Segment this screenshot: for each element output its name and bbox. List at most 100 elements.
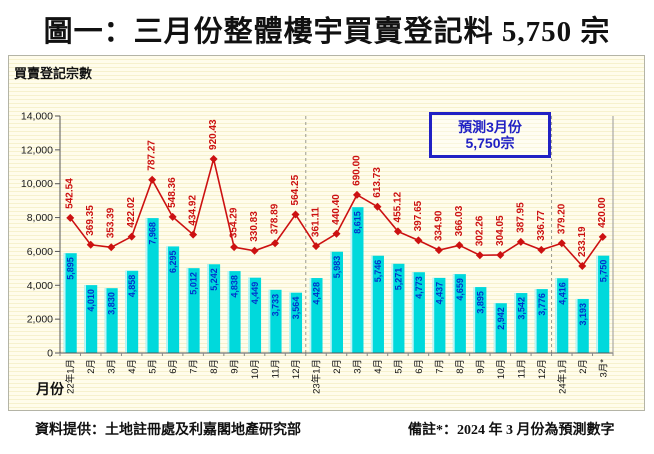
line-value-label: 690.00: [351, 155, 362, 186]
bar: [186, 268, 200, 353]
x-tick-label: 11月: [516, 359, 527, 378]
line-value-label: 422.02: [126, 197, 137, 228]
x-tick-label: 6月: [168, 359, 179, 374]
bar-highlight: [248, 277, 250, 353]
y-tick-label: 14,000: [21, 111, 53, 123]
bar: [248, 277, 262, 353]
bar: [63, 253, 77, 353]
bar-highlight: [63, 253, 66, 353]
x-tick-label: 5月: [393, 359, 404, 374]
line-marker-diamond: [209, 154, 218, 163]
line-value-label: 455.12: [392, 191, 403, 222]
bar-value-label: 3,830: [107, 292, 117, 315]
x-tick-label: 11月: [271, 359, 282, 378]
chart-canvas: 0 2,000 4,000 6,000 8,000 10,000 12,000 14,000 5…: [21, 111, 614, 394]
y-tick-label: 4,000: [27, 280, 53, 292]
bar: [596, 255, 610, 353]
chart-title: 圖一：三月份整體樓宇買賣登記料 5,750 宗: [43, 16, 611, 48]
bar-value-label: 5,750: [598, 260, 608, 283]
line-marker-diamond: [332, 229, 341, 238]
bar: [432, 277, 446, 353]
line-value-label: 302.26: [474, 215, 485, 246]
line-value-label: 354.29: [229, 207, 240, 238]
bar-highlight: [145, 218, 148, 353]
y-tick-label: 12,000: [21, 144, 53, 156]
line-value-label: 434.92: [188, 195, 199, 226]
line-value-label: 378.89: [270, 203, 281, 234]
bar-value-label: 5,271: [393, 268, 403, 291]
y-tick-label: 6,000: [27, 246, 53, 258]
bar-value-label: 3,733: [271, 294, 281, 317]
bar: [493, 303, 507, 353]
line-value-label: 397.65: [413, 200, 424, 231]
bar: [534, 289, 548, 353]
bar: [330, 251, 343, 353]
line-marker-diamond: [168, 212, 177, 221]
bar: [145, 218, 159, 353]
line-marker-diamond: [578, 261, 587, 270]
line-value-label: 920.43: [208, 119, 219, 150]
bar-highlight: [309, 278, 312, 353]
line-value-label: 613.73: [372, 167, 383, 198]
bar-value-label: 8,615: [352, 211, 362, 234]
line-marker-diamond: [414, 236, 423, 245]
bar: [452, 274, 466, 353]
line-marker-diamond: [537, 245, 546, 254]
bar: [555, 278, 569, 353]
line-marker-diamond: [271, 239, 280, 248]
footnote-text: 備註*：2024 年 3 月份為預測數字: [408, 423, 615, 438]
x-tick-label: 12月: [291, 359, 302, 379]
bar-highlight: [289, 292, 291, 353]
line-value-label: 304.05: [495, 215, 506, 246]
x-tick-label: 4月: [127, 359, 138, 374]
x-axis-title: 月份: [36, 383, 64, 398]
bar-highlight: [350, 207, 353, 353]
y-axis-title: 買賣登記宗數: [14, 66, 93, 81]
line-value-label: 361.11: [311, 207, 322, 237]
line-marker-diamond: [127, 232, 136, 241]
line-value-label: 548.36: [167, 177, 178, 208]
line-value-label: 330.83: [249, 211, 260, 242]
line-marker-diamond: [373, 202, 382, 211]
line-marker-diamond: [148, 175, 157, 184]
x-tick-label: 5月: [148, 359, 159, 374]
bar: [370, 255, 384, 353]
bar-highlight: [596, 255, 599, 353]
bar-highlight: [227, 271, 230, 353]
bar-highlight: [473, 287, 476, 353]
bar: [473, 287, 487, 353]
bar-highlight: [514, 293, 517, 353]
y-tick-label: 10,000: [21, 178, 53, 190]
forecast-annotation-line1: 預測3月份: [458, 118, 522, 135]
line-marker-diamond: [475, 251, 484, 260]
line-marker-diamond: [312, 242, 321, 251]
bar-highlight: [575, 298, 578, 353]
bar-highlight: [493, 303, 496, 353]
line-marker-diamond: [107, 243, 116, 252]
bar-highlight: [452, 274, 455, 353]
line-value-label: 787.27: [147, 140, 158, 171]
bar-value-label: 3,542: [516, 297, 526, 320]
bar-value-label: 3,193: [578, 303, 588, 326]
line-marker-diamond: [189, 230, 198, 239]
x-tick-label: 22年1月: [65, 359, 77, 394]
bar-highlight: [207, 264, 209, 353]
x-tick-label: 2月: [332, 359, 343, 374]
bar-highlight: [186, 268, 189, 353]
bar: [289, 292, 303, 353]
x-tick-label: 24年1月: [556, 359, 568, 394]
x-tick-label: 9月: [230, 359, 241, 374]
bar: [411, 272, 425, 353]
bar-highlight: [555, 278, 558, 353]
bar-highlight: [391, 263, 394, 353]
bar: [575, 298, 589, 353]
x-tick-label: 12月: [537, 359, 548, 379]
bar-value-label: 4,773: [414, 276, 424, 299]
bar: [207, 264, 221, 353]
bar: [84, 285, 98, 353]
bar-value-label: 4,858: [127, 275, 137, 298]
line-value-label: 420.00: [597, 197, 608, 228]
line-marker-diamond: [250, 246, 259, 255]
bar-highlight: [125, 270, 127, 353]
x-tick-label: 10月: [496, 359, 507, 379]
